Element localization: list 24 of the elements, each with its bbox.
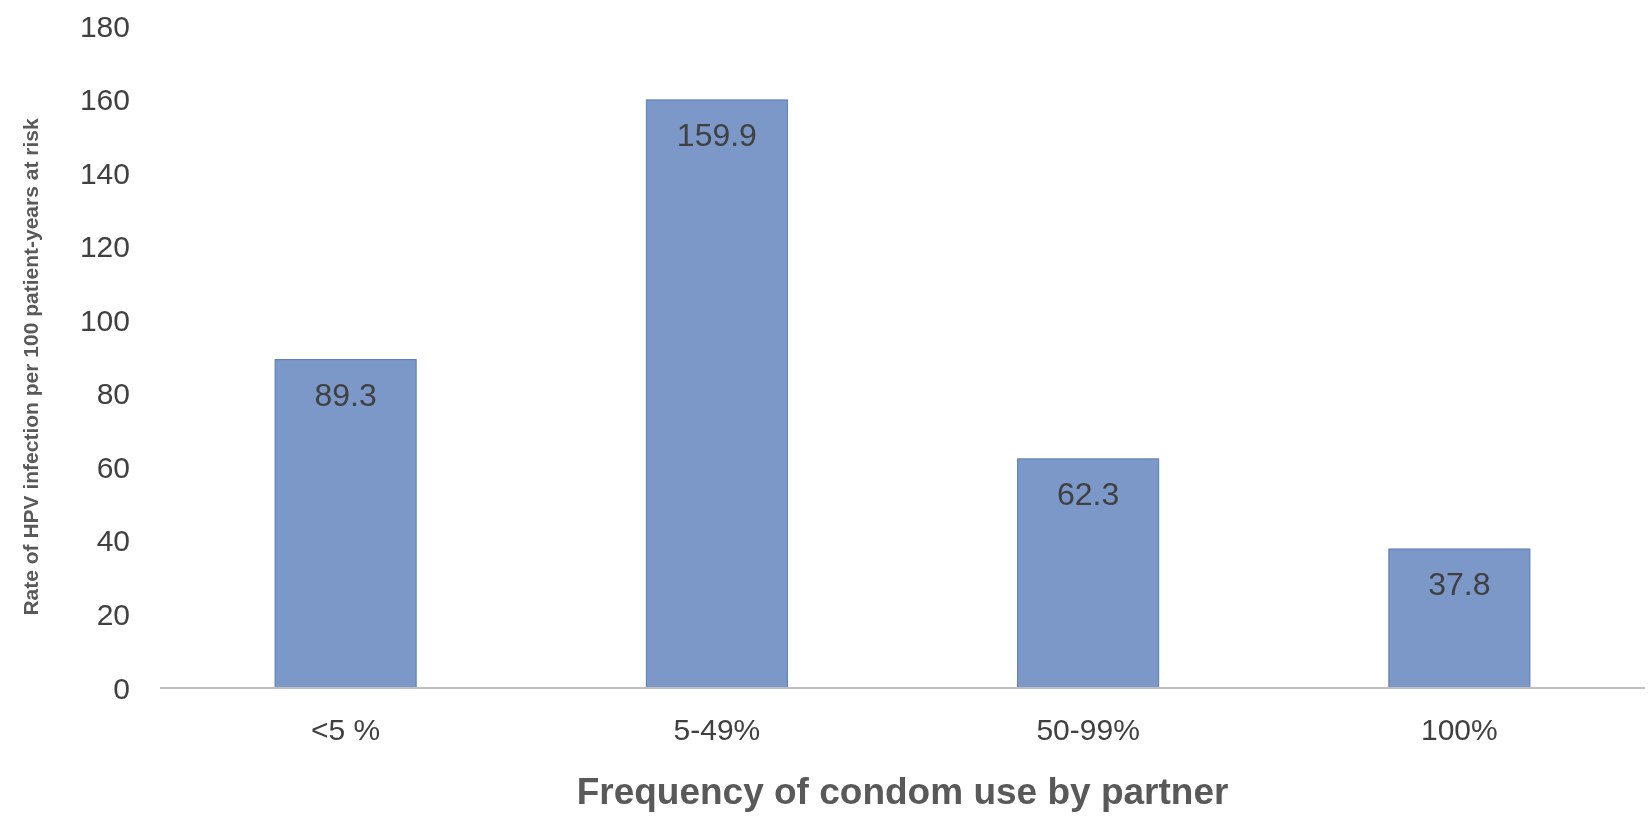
data-label: 89.3 <box>314 376 377 413</box>
x-tick-label: 5-49% <box>673 713 761 746</box>
y-tick-label: 100 <box>79 303 130 337</box>
y-tick-label: 140 <box>79 156 130 190</box>
x-tick-label: <5 % <box>311 713 381 746</box>
y-tick-label: 40 <box>96 524 130 558</box>
bar <box>645 99 788 689</box>
y-axis-title: Rate of HPV infection per 100 patient-years at risk <box>19 118 42 616</box>
data-label: 62.3 <box>1056 475 1120 512</box>
y-tick-label: 180 <box>79 9 130 43</box>
bar <box>1388 548 1531 689</box>
y-tick-label: 20 <box>96 597 130 631</box>
y-tick-label: 80 <box>96 377 130 411</box>
x-tick-label: 50-99% <box>1036 713 1140 746</box>
y-tick-label: 60 <box>96 450 130 484</box>
x-tick-label: 100% <box>1421 713 1498 746</box>
bar <box>1017 458 1160 689</box>
data-label: 159.9 <box>676 116 757 153</box>
y-tick-label: 0 <box>113 671 130 705</box>
x-axis-title: Frequency of condom use by partner <box>576 771 1229 812</box>
bar <box>274 359 417 689</box>
y-tick-label: 120 <box>79 230 130 264</box>
data-label: 37.8 <box>1428 565 1491 602</box>
y-tick-label: 160 <box>79 83 130 117</box>
